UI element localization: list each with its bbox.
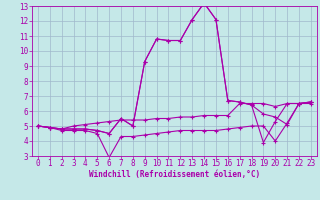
X-axis label: Windchill (Refroidissement éolien,°C): Windchill (Refroidissement éolien,°C) (89, 170, 260, 179)
